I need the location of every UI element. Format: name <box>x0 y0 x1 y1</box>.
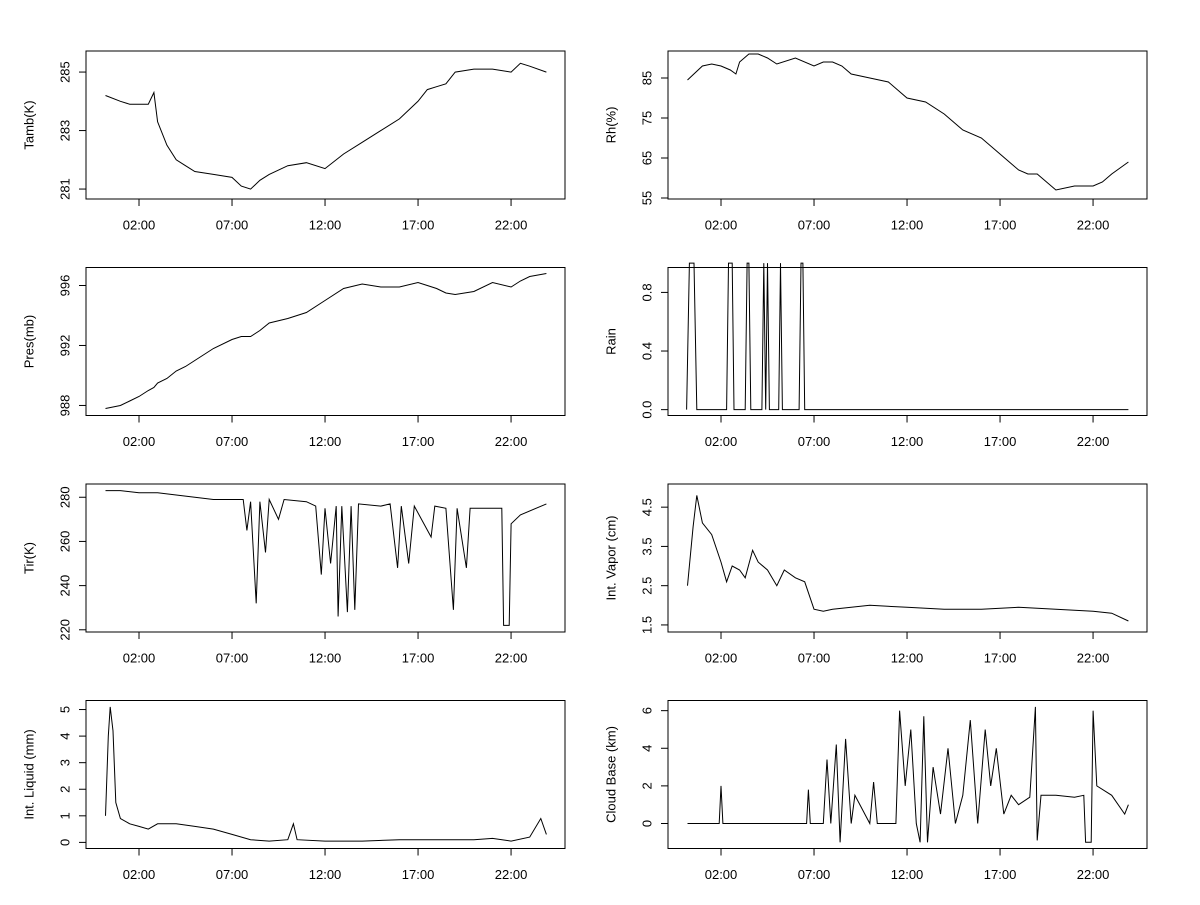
y-tick-label: 240 <box>57 575 72 597</box>
plot-frame <box>85 700 566 849</box>
x-tick-label: 12:00 <box>891 650 924 665</box>
data-line <box>686 262 1129 411</box>
y-tick-label: 0 <box>639 820 654 827</box>
x-tick-label: 17:00 <box>402 434 435 449</box>
x-tick-label: 22:00 <box>1077 867 1110 882</box>
y-tick-label: 283 <box>57 120 72 142</box>
x-tick-label: 22:00 <box>1077 217 1110 232</box>
y-tick-label: 0 <box>57 839 72 846</box>
x-tick-label: 02:00 <box>123 867 156 882</box>
plot-frame <box>85 50 566 200</box>
x-tick-label: 07:00 <box>798 434 831 449</box>
y-tick-label: 6 <box>639 707 654 714</box>
x-tick-label: 12:00 <box>309 217 342 232</box>
plot-frame <box>85 267 566 416</box>
y-tick-label: 988 <box>57 395 72 417</box>
y-axis-label: Tir(K) <box>21 542 36 574</box>
y-tick-label: 4 <box>57 732 72 739</box>
y-tick-label: 65 <box>639 151 654 165</box>
x-tick-label: 12:00 <box>891 867 924 882</box>
x-tick-label: 17:00 <box>984 867 1017 882</box>
y-tick-label: 0.0 <box>639 401 654 419</box>
x-tick-label: 07:00 <box>216 434 249 449</box>
x-tick-label: 02:00 <box>705 217 738 232</box>
y-axis-label: Tamb(K) <box>21 100 36 149</box>
x-tick-label: 02:00 <box>705 650 738 665</box>
y-axis-label: Rain <box>603 328 618 355</box>
y-tick-label: 5 <box>57 706 72 713</box>
x-tick-label: 07:00 <box>216 217 249 232</box>
plot-frame <box>667 267 1148 416</box>
y-tick-label: 2.5 <box>639 577 654 595</box>
y-tick-label: 4.5 <box>639 498 654 516</box>
y-tick-label: 0.4 <box>639 342 654 360</box>
y-tick-label: 4 <box>639 745 654 752</box>
y-tick-label: 1 <box>57 812 72 819</box>
x-tick-label: 12:00 <box>309 867 342 882</box>
x-tick-label: 17:00 <box>984 217 1017 232</box>
plot-frame <box>667 50 1148 200</box>
x-tick-label: 22:00 <box>1077 650 1110 665</box>
y-tick-label: 55 <box>639 191 654 205</box>
y-tick-label: 285 <box>57 61 72 83</box>
x-tick-label: 12:00 <box>309 650 342 665</box>
x-tick-label: 12:00 <box>891 434 924 449</box>
y-axis-label: Int. Vapor (cm) <box>603 515 618 600</box>
y-tick-label: 280 <box>57 486 72 508</box>
x-tick-label: 12:00 <box>891 217 924 232</box>
x-tick-label: 07:00 <box>798 217 831 232</box>
y-tick-label: 992 <box>57 335 72 357</box>
x-tick-label: 17:00 <box>402 650 435 665</box>
y-tick-label: 3.5 <box>639 537 654 555</box>
x-tick-label: 12:00 <box>309 434 342 449</box>
y-axis-label: Int. Liquid (mm) <box>21 729 36 819</box>
y-tick-label: 281 <box>57 178 72 200</box>
x-tick-label: 17:00 <box>984 650 1017 665</box>
y-axis-label: Pres(mb) <box>21 315 36 368</box>
y-tick-label: 75 <box>639 111 654 125</box>
plot-frame <box>85 483 566 633</box>
data-line <box>105 62 547 190</box>
y-tick-label: 996 <box>57 275 72 297</box>
data-line <box>687 495 1129 622</box>
x-tick-label: 07:00 <box>216 867 249 882</box>
y-tick-label: 3 <box>57 759 72 766</box>
data-line <box>687 706 1129 843</box>
data-line <box>105 490 547 626</box>
x-tick-label: 02:00 <box>123 217 156 232</box>
x-tick-label: 07:00 <box>798 650 831 665</box>
y-axis-label: Cloud Base (km) <box>603 726 618 823</box>
x-tick-label: 17:00 <box>402 217 435 232</box>
data-line <box>687 53 1129 191</box>
x-tick-label: 22:00 <box>495 217 528 232</box>
x-tick-label: 07:00 <box>798 867 831 882</box>
y-tick-label: 85 <box>639 71 654 85</box>
x-tick-label: 22:00 <box>495 650 528 665</box>
y-tick-label: 1.5 <box>639 616 654 634</box>
x-tick-label: 02:00 <box>123 650 156 665</box>
y-tick-label: 2 <box>57 786 72 793</box>
x-tick-label: 02:00 <box>123 434 156 449</box>
x-tick-label: 02:00 <box>705 434 738 449</box>
data-line <box>105 273 547 409</box>
y-axis-label: Rh(%) <box>603 107 618 144</box>
plot-frame <box>667 700 1148 849</box>
x-tick-label: 22:00 <box>495 867 528 882</box>
data-line <box>105 706 547 842</box>
y-tick-label: 2 <box>639 782 654 789</box>
x-tick-label: 22:00 <box>1077 434 1110 449</box>
x-tick-label: 02:00 <box>705 867 738 882</box>
x-tick-label: 22:00 <box>495 434 528 449</box>
y-tick-label: 220 <box>57 619 72 641</box>
x-tick-label: 17:00 <box>984 434 1017 449</box>
x-tick-label: 07:00 <box>216 650 249 665</box>
y-tick-label: 0.8 <box>639 283 654 301</box>
y-tick-label: 260 <box>57 531 72 553</box>
x-tick-label: 17:00 <box>402 867 435 882</box>
